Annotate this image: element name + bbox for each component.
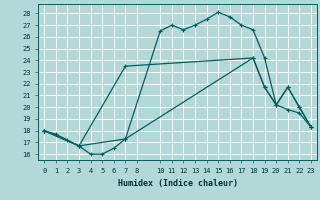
X-axis label: Humidex (Indice chaleur): Humidex (Indice chaleur) <box>118 179 238 188</box>
